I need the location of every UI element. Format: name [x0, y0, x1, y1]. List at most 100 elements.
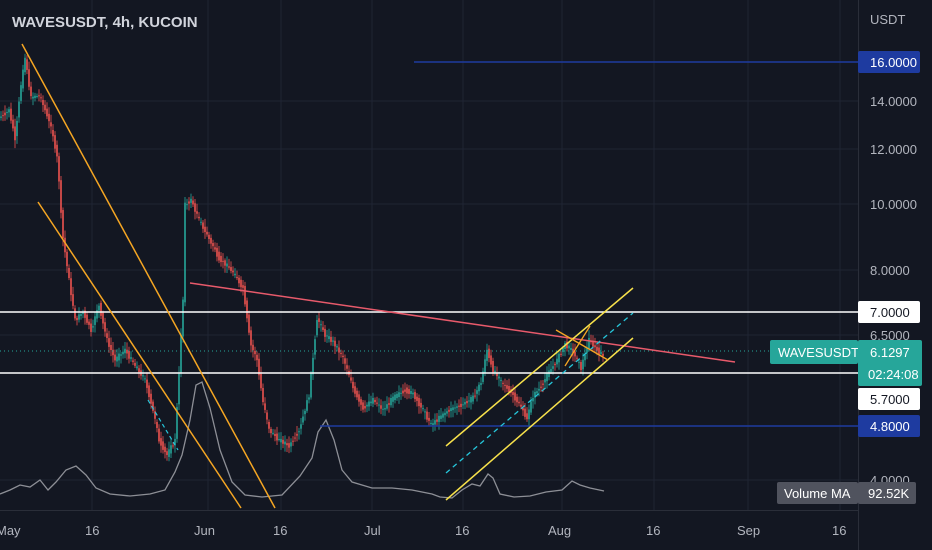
- candle-body: [78, 314, 80, 320]
- symbol-badge-text: WAVESUSDT: [778, 345, 859, 360]
- candle-body: [38, 95, 40, 97]
- candle-body: [550, 368, 552, 373]
- candle-body: [34, 95, 36, 99]
- candle-body: [554, 363, 556, 366]
- candle-body: [92, 326, 94, 328]
- candle-body: [6, 112, 8, 114]
- candle-body: [508, 386, 510, 392]
- channel-upper-line[interactable]: [445, 287, 634, 447]
- candle-body: [524, 408, 526, 417]
- candle-body: [404, 389, 406, 392]
- candle-body: [110, 344, 112, 351]
- candle-body: [168, 449, 170, 457]
- candle-body: [166, 451, 168, 456]
- price-tag-7[interactable]: 7.0000: [858, 301, 920, 323]
- volume-ma-badge[interactable]: Volume MA: [777, 482, 858, 504]
- candle-body: [46, 108, 48, 117]
- candle-body: [4, 112, 6, 116]
- candle-body: [356, 390, 358, 398]
- descending-trendline-lower[interactable]: [37, 201, 242, 509]
- price-tag-4-8[interactable]: 4.8000: [858, 415, 920, 437]
- candle-body: [164, 446, 166, 453]
- candle-body: [122, 351, 124, 355]
- candle-body: [408, 389, 410, 394]
- candle-body: [150, 393, 152, 404]
- candle-body: [486, 349, 488, 361]
- candle-body: [186, 204, 188, 206]
- candle-body: [428, 417, 430, 421]
- candle-body: [344, 358, 346, 364]
- candle-body: [414, 392, 416, 400]
- candle-body: [442, 413, 444, 418]
- candle-body: [30, 86, 32, 97]
- candle-body: [436, 419, 438, 422]
- candle-body: [378, 404, 380, 406]
- candle-body: [358, 394, 360, 402]
- candle-body: [584, 354, 586, 361]
- price-tag-16[interactable]: 16.0000: [858, 51, 920, 73]
- candle-body: [368, 401, 370, 407]
- candle-body: [500, 379, 502, 382]
- candle-body: [96, 310, 98, 319]
- candle-body: [58, 156, 60, 182]
- candle-body: [90, 323, 92, 332]
- last-price-tag[interactable]: 6.1297 02:24:08: [858, 340, 922, 386]
- candle-body: [540, 386, 542, 388]
- descending-trendline-upper[interactable]: [21, 43, 276, 509]
- candle-body: [392, 396, 394, 402]
- candle-body: [28, 69, 30, 87]
- candle-body: [388, 403, 390, 405]
- x-tick-label: 16: [273, 523, 287, 538]
- price-tag-5-7[interactable]: 5.7000: [858, 388, 920, 410]
- candle-body: [0, 116, 2, 118]
- candle-body: [332, 340, 334, 342]
- candle-body: [144, 378, 146, 380]
- candle-body: [220, 255, 222, 263]
- candle-body: [54, 135, 56, 149]
- channel-lower-line[interactable]: [445, 337, 634, 501]
- candle-body: [504, 384, 506, 386]
- candle-body: [290, 442, 292, 447]
- candle-body: [394, 394, 396, 401]
- candle-body: [102, 312, 104, 324]
- candle-body: [160, 438, 162, 446]
- volume-ma-value-tag[interactable]: 92.52K: [858, 482, 916, 504]
- candle-body: [516, 396, 518, 403]
- candle-body: [326, 335, 328, 337]
- candle-body: [556, 358, 558, 365]
- candle-body: [552, 366, 554, 369]
- candle-body: [412, 392, 414, 395]
- candle-body: [400, 392, 402, 394]
- candle-body: [558, 353, 560, 363]
- candle-body: [2, 115, 4, 117]
- x-tick-label: 16: [455, 523, 469, 538]
- candle-body: [270, 428, 272, 434]
- candle-body: [474, 395, 476, 397]
- candle-body: [576, 357, 578, 359]
- candle-body: [194, 203, 196, 212]
- candle-body: [438, 415, 440, 422]
- y-tick-label: 14.0000: [870, 94, 917, 109]
- candle-body: [170, 445, 172, 454]
- candle-body: [490, 355, 492, 365]
- candle-body: [12, 119, 14, 129]
- candle-body: [308, 397, 310, 400]
- resistance-trendline[interactable]: [189, 282, 736, 363]
- candle-body: [116, 356, 118, 362]
- candle-body: [60, 180, 62, 213]
- symbol-price-badge[interactable]: WAVESUSDT: [770, 340, 859, 364]
- candle-body: [94, 316, 96, 325]
- candle-body: [252, 344, 254, 351]
- candle-body: [456, 406, 458, 408]
- candle-body: [530, 401, 532, 413]
- candle-body: [210, 237, 212, 244]
- candle-body: [20, 85, 22, 101]
- candle-body: [446, 411, 448, 414]
- candle-body: [480, 383, 482, 385]
- candle-body: [324, 328, 326, 337]
- candle-body: [320, 324, 322, 326]
- candle-body: [598, 347, 600, 355]
- candle-body: [204, 226, 206, 233]
